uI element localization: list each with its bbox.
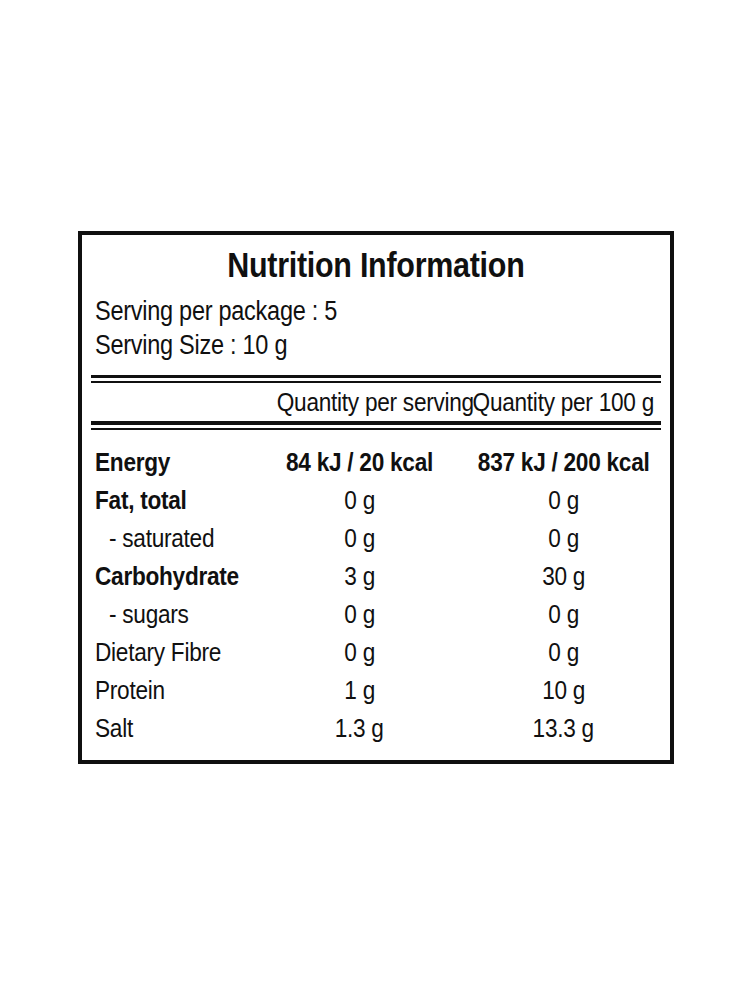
value-per-serving: 84 kJ / 20 kcal [262,443,457,481]
nutrient-row-fat-total: Fat, total 0 g 0 g [82,481,670,519]
value-per-serving: 0 g [262,481,457,519]
nutrition-label-panel: Nutrition Information Serving per packag… [78,231,674,764]
serving-size: Serving Size : 10 g [95,328,670,362]
nutrient-row-protein: Protein 1 g 10 g [82,671,670,709]
value-per-100g: 0 g [457,481,670,519]
value-per-serving: 1.3 g [262,709,457,747]
value-per-serving: 0 g [262,519,457,557]
nutrient-row-carbohydrate: Carbohydrate 3 g 30 g [82,557,670,595]
page-background: Nutrition Information Serving per packag… [0,0,752,1000]
nutrient-name: - sugars [82,595,262,633]
value-per-serving: 0 g [262,633,457,671]
nutrient-name: - saturated [82,519,262,557]
column-header-blank [82,383,262,421]
value-per-100g: 0 g [457,633,670,671]
value-per-100g: 837 kJ / 200 kcal [457,443,670,481]
value-per-serving: 3 g [262,557,457,595]
nutrient-row-dietary-fibre: Dietary Fibre 0 g 0 g [82,633,670,671]
column-header-per-100g: Quantity per 100 g [457,383,670,421]
nutrient-name: Carbohydrate [82,557,262,595]
column-header-row: Quantity per serving Quantity per 100 g [82,383,670,421]
nutrient-row-energy: Energy 84 kJ / 20 kcal 837 kJ / 200 kcal [82,443,670,481]
nutrient-name: Salt [82,709,262,747]
value-per-100g: 13.3 g [457,709,670,747]
nutrient-row-salt: Salt 1.3 g 13.3 g [82,709,670,747]
label-title-text: Nutrition Information [227,247,524,283]
value-per-100g: 10 g [457,671,670,709]
nutrient-name: Dietary Fibre [82,633,262,671]
value-per-100g: 0 g [457,595,670,633]
nutrient-row-saturated: - saturated 0 g 0 g [82,519,670,557]
nutrient-name: Energy [82,443,262,481]
double-rule-top [91,375,661,383]
value-per-serving: 1 g [262,671,457,709]
value-per-100g: 30 g [457,557,670,595]
nutrient-name: Fat, total [82,481,262,519]
nutrient-row-sugars: - sugars 0 g 0 g [82,595,670,633]
double-rule-mid [91,421,661,430]
nutrient-name: Protein [82,671,262,709]
value-per-serving: 0 g [262,595,457,633]
label-title: Nutrition Information [82,247,670,283]
nutrient-table: Energy 84 kJ / 20 kcal 837 kJ / 200 kcal… [82,443,670,747]
value-per-100g: 0 g [457,519,670,557]
serving-per-package: Serving per package : 5 [95,294,670,328]
column-header-per-serving: Quantity per serving [262,383,457,421]
serving-info: Serving per package : 5 Serving Size : 1… [95,294,670,362]
